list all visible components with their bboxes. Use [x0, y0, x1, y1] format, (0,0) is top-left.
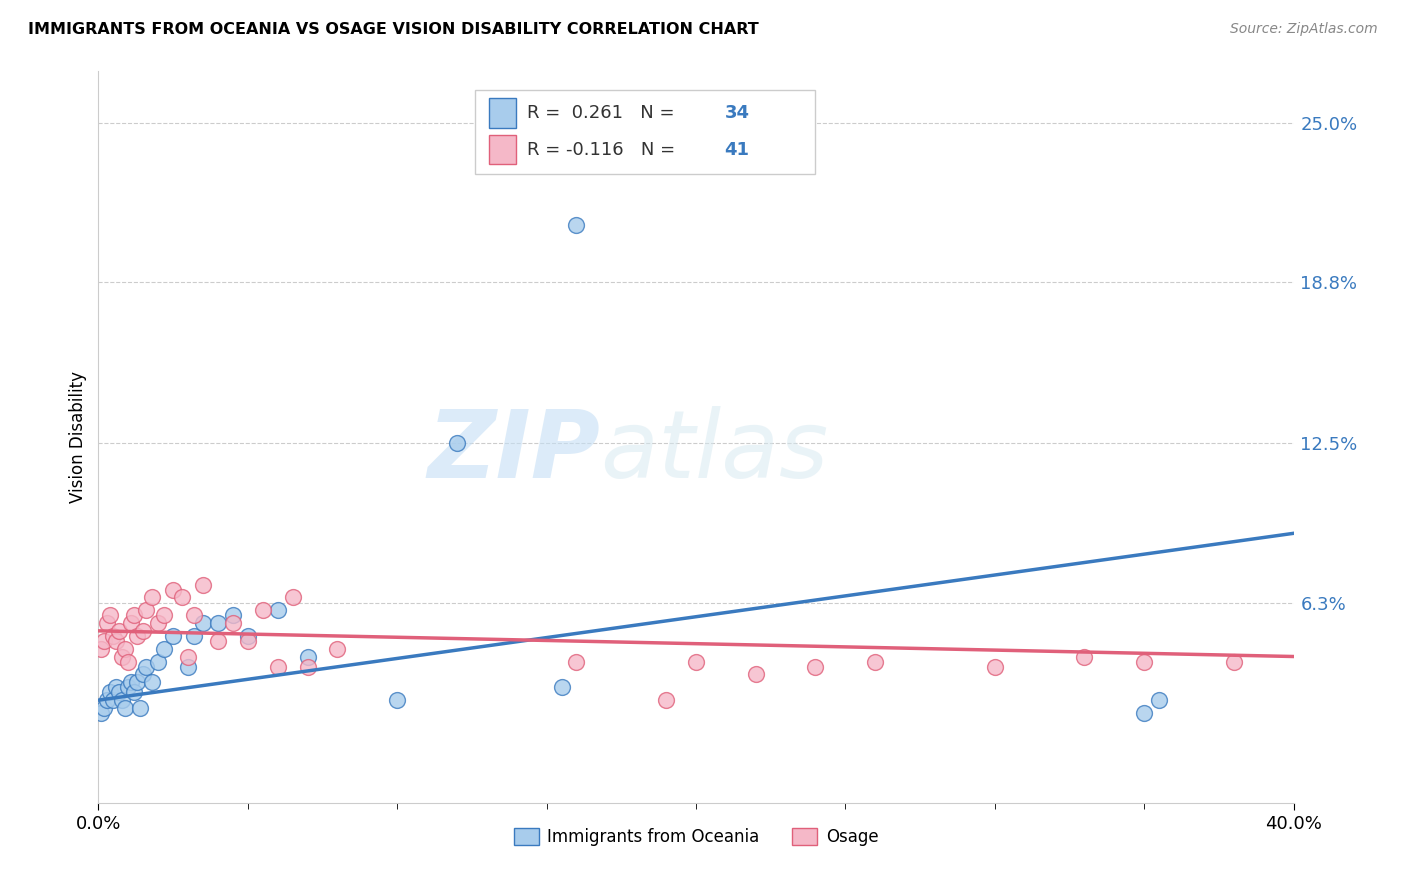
Point [172, 591, 194, 605]
Point [267, 603, 290, 617]
Point [148, 616, 170, 631]
Point [132, 624, 155, 638]
Point [565, 219, 588, 233]
Point [236, 634, 259, 648]
Point [207, 616, 229, 631]
Point [153, 608, 176, 623]
Point [124, 685, 146, 699]
Point [98, 608, 122, 623]
Text: IMMIGRANTS FROM OCEANIA VS OSAGE VISION DISABILITY CORRELATION CHART: IMMIGRANTS FROM OCEANIA VS OSAGE VISION … [28, 22, 759, 37]
Point [127, 675, 149, 690]
Point [98, 685, 122, 699]
Point [804, 660, 827, 674]
Point [141, 675, 163, 690]
Point [120, 675, 142, 690]
Point [1133, 706, 1156, 720]
Point [96, 616, 118, 631]
Point [129, 701, 152, 715]
Point [105, 681, 128, 695]
Text: R =  0.261   N =: R = 0.261 N = [527, 104, 681, 122]
Point [1073, 649, 1095, 664]
Point [103, 629, 125, 643]
FancyBboxPatch shape [489, 98, 516, 128]
Point [191, 616, 214, 631]
Point [1133, 655, 1156, 669]
Point [984, 660, 1007, 674]
Point [222, 608, 245, 623]
Point [865, 655, 887, 669]
Point [141, 591, 163, 605]
Point [655, 693, 678, 707]
Point [550, 681, 572, 695]
FancyBboxPatch shape [475, 90, 815, 174]
Point [90, 706, 112, 720]
Point [326, 641, 349, 656]
Point [207, 634, 229, 648]
Point [267, 660, 290, 674]
Point [191, 577, 214, 591]
Point [108, 685, 131, 699]
Point [183, 629, 205, 643]
Point [108, 624, 131, 638]
Point [183, 608, 205, 623]
Point [90, 641, 112, 656]
Point [565, 655, 588, 669]
Text: atlas: atlas [600, 406, 828, 497]
Point [127, 629, 149, 643]
Text: Source: ZipAtlas.com: Source: ZipAtlas.com [1230, 22, 1378, 37]
Point [117, 655, 139, 669]
Point [177, 660, 200, 674]
Point [162, 582, 184, 597]
Point [120, 616, 142, 631]
Point [745, 667, 768, 681]
Legend: Immigrants from Oceania, Osage: Immigrants from Oceania, Osage [508, 822, 884, 853]
Point [685, 655, 707, 669]
Text: ZIP: ZIP [427, 406, 600, 498]
Text: 41: 41 [724, 141, 749, 159]
Point [148, 655, 170, 669]
Point [135, 660, 157, 674]
Point [93, 634, 115, 648]
Point [93, 701, 115, 715]
Point [153, 641, 176, 656]
Point [114, 641, 136, 656]
Text: R = -0.116   N =: R = -0.116 N = [527, 141, 682, 159]
Point [162, 629, 184, 643]
Point [111, 693, 134, 707]
Point [103, 693, 125, 707]
Point [132, 667, 155, 681]
Point [96, 693, 118, 707]
Y-axis label: Vision Disability: Vision Disability [69, 371, 87, 503]
Point [177, 649, 200, 664]
Point [297, 649, 319, 664]
Point [124, 608, 146, 623]
Point [297, 660, 319, 674]
Point [222, 616, 245, 631]
Point [135, 603, 157, 617]
Point [385, 693, 409, 707]
Point [1223, 655, 1246, 669]
Point [114, 701, 136, 715]
Point [1147, 693, 1170, 707]
Point [281, 591, 304, 605]
Point [105, 634, 128, 648]
Point [236, 629, 259, 643]
FancyBboxPatch shape [489, 135, 516, 164]
Point [111, 649, 134, 664]
Point [446, 436, 468, 450]
Point [117, 681, 139, 695]
Point [252, 603, 274, 617]
Text: 34: 34 [724, 104, 749, 122]
